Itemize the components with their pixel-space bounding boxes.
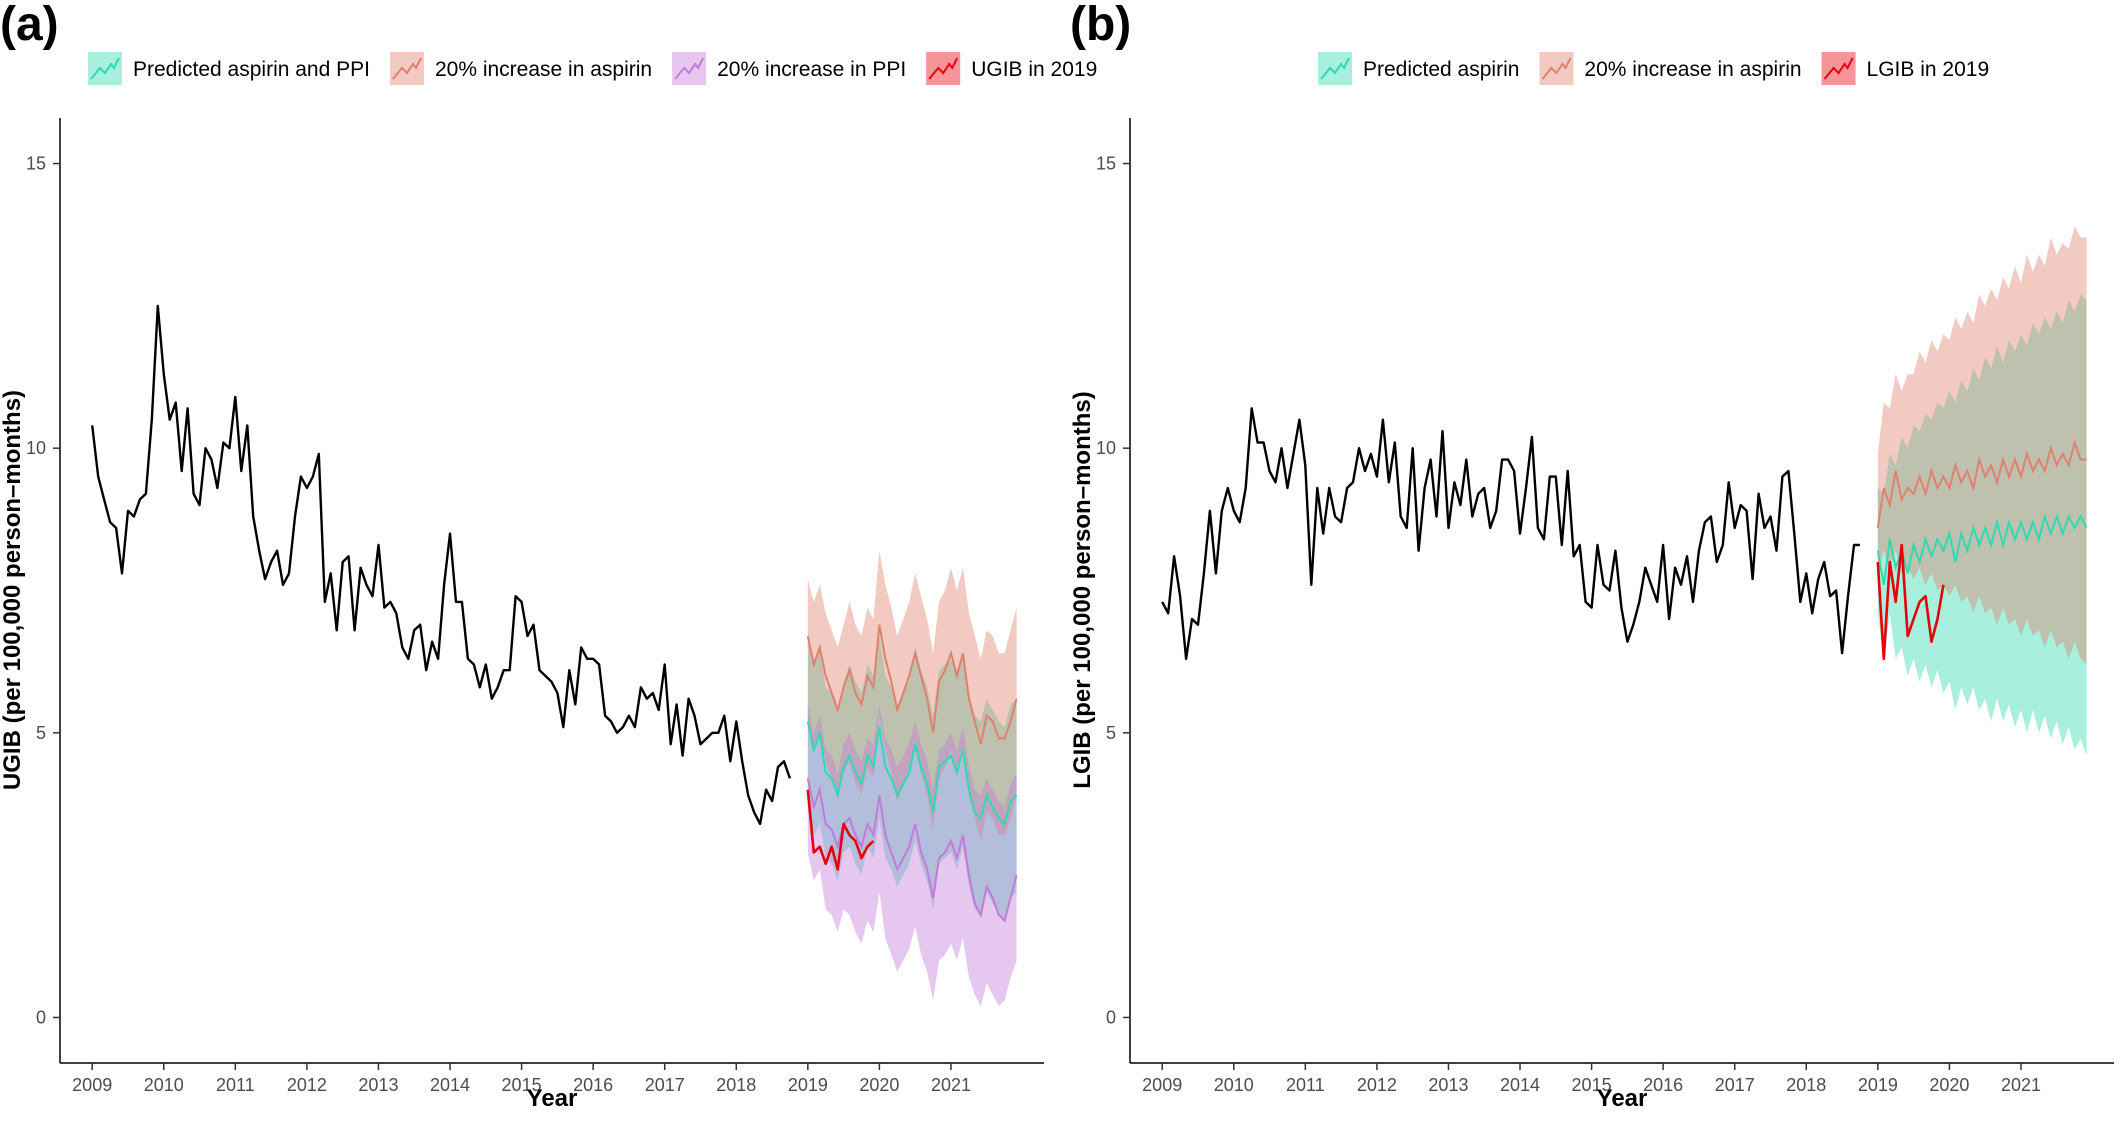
x-tick-label: 2017 [1715, 1075, 1755, 1095]
x-tick-label: 2017 [645, 1075, 685, 1095]
forecast-line-b-0 [1876, 513, 2088, 585]
y-tick-label: 15 [26, 154, 46, 174]
legend-key-line [928, 57, 959, 80]
legend-label: 20% increase in PPI [717, 58, 906, 81]
legend-key-box [926, 52, 961, 85]
x-tick-label: 2014 [430, 1075, 470, 1095]
legend-item-a-0: Predicted aspirin and PPI [88, 52, 370, 85]
legend-key-line [1823, 57, 1854, 80]
x-ticks-a: 2009 2010 2011 2012 2013 2014 2015 2016 2017 2018… [72, 1063, 971, 1095]
legend-key-box [1539, 52, 1574, 85]
legend-item-a-2: 20% increase in PPI [672, 52, 906, 85]
legend-item-b-0: Predicted aspirin [1318, 52, 1519, 85]
legend-key-line [90, 57, 120, 80]
legend-key-box [672, 52, 707, 85]
x-tick-label: 2011 [1286, 1075, 1325, 1095]
y-ticks-b: 0 5 10 15 [1096, 154, 1130, 1027]
x-tick-label: 2018 [1786, 1075, 1826, 1095]
x-axis-title-a: Year [527, 1085, 578, 1112]
x-tick-label: 2011 [216, 1075, 255, 1095]
y-axis-title-b: LGIB (per 100,000 person–months) [1069, 391, 1096, 788]
legend-item-a-1: 20% increase in aspirin [389, 52, 652, 85]
legend-label: 20% increase in aspirin [1584, 58, 1801, 81]
observed-line-a [91, 304, 792, 826]
x-tick-label: 2012 [1357, 1075, 1397, 1095]
legend-item-b-1: 20% increase in aspirin [1539, 52, 1802, 85]
observed-line-b [1161, 407, 1860, 660]
y-axis-title-a: UGIB (per 100,000 person–months) [0, 390, 26, 790]
legend-key-line [392, 57, 422, 80]
ribbon-a-1 [807, 550, 1017, 841]
x-tick-label: 2016 [1643, 1075, 1683, 1095]
x-tick-label: 2016 [573, 1075, 613, 1095]
x-tick-label: 2015 [1572, 1075, 1612, 1095]
x-tick-label: 2010 [1214, 1075, 1254, 1095]
legend-key-line [674, 57, 704, 80]
x-axis-title-b: Year [1597, 1085, 1648, 1112]
legend-key-line [1320, 57, 1350, 80]
legend-b: Predicted aspirin 20% increase in aspirin… [1318, 52, 1989, 85]
x-tick-label: 2009 [72, 1075, 112, 1095]
y-tick-label: 15 [1096, 154, 1116, 174]
ribbon-b-0 [1877, 294, 2087, 756]
x-tick-label: 2019 [1858, 1075, 1898, 1095]
legend-label: UGIB in 2019 [971, 58, 1097, 81]
x-tick-label: 2019 [788, 1075, 828, 1095]
x-tick-label: 2014 [1500, 1075, 1540, 1095]
legend-item-a-3: UGIB in 2019 [926, 52, 1097, 85]
legend-label: LGIB in 2019 [1867, 58, 1990, 81]
legend-label: Predicted aspirin [1363, 58, 1519, 81]
legend-key-box [1821, 52, 1856, 85]
y-tick-label: 10 [1096, 438, 1116, 458]
panel-a: (a) Predicted aspirin and PPI 20% increas… [0, 0, 1097, 1112]
y-tick-label: 10 [26, 438, 46, 458]
actual-2019-line-a [806, 789, 875, 871]
y-ticks-a: 0 5 10 15 [26, 154, 60, 1027]
y-tick-label: 0 [36, 1007, 46, 1027]
y-tick-label: 0 [1106, 1007, 1116, 1027]
actual-2019-line-b [1876, 543, 1945, 661]
x-tick-label: 2013 [358, 1075, 398, 1095]
x-tick-label: 2020 [1929, 1075, 1969, 1095]
plot-area-b [1161, 226, 2088, 756]
legend-key-line [1541, 57, 1572, 80]
legend-label: 20% increase in aspirin [435, 58, 652, 81]
forecast-line-a-0 [806, 721, 1018, 826]
y-tick-label: 5 [1106, 723, 1116, 743]
forecast-line-b-1 [1876, 439, 2087, 529]
plot-area-a [91, 304, 1018, 1007]
legend-key-box [389, 52, 424, 85]
x-ticks-b: 2009 2010 2011 2012 2013 2014 2015 2016 2017 2018… [1142, 1063, 2041, 1095]
legend-key-box [88, 52, 122, 85]
legend-label: Predicted aspirin and PPI [133, 58, 370, 81]
panel-label-a: (a) [0, 0, 59, 51]
legend-key-box [1318, 52, 1352, 85]
x-tick-label: 2018 [716, 1075, 756, 1095]
panel-label-b: (b) [1070, 0, 1131, 51]
x-tick-label: 2009 [1142, 1075, 1182, 1095]
panel-b: (b) Predicted aspirin 20% increase in asp… [1069, 0, 2114, 1112]
x-tick-label: 2021 [931, 1075, 971, 1095]
x-tick-label: 2010 [144, 1075, 184, 1095]
legend-item-b-2: LGIB in 2019 [1821, 52, 1990, 85]
legend-a: Predicted aspirin and PPI 20% increase in… [88, 52, 1097, 85]
x-tick-label: 2020 [859, 1075, 899, 1095]
x-tick-label: 2013 [1428, 1075, 1468, 1095]
y-tick-label: 5 [36, 723, 46, 743]
x-tick-label: 2012 [287, 1075, 327, 1095]
x-tick-label: 2015 [502, 1075, 542, 1095]
forecast-line-a-1 [806, 624, 1018, 745]
x-tick-label: 2021 [2001, 1075, 2041, 1095]
